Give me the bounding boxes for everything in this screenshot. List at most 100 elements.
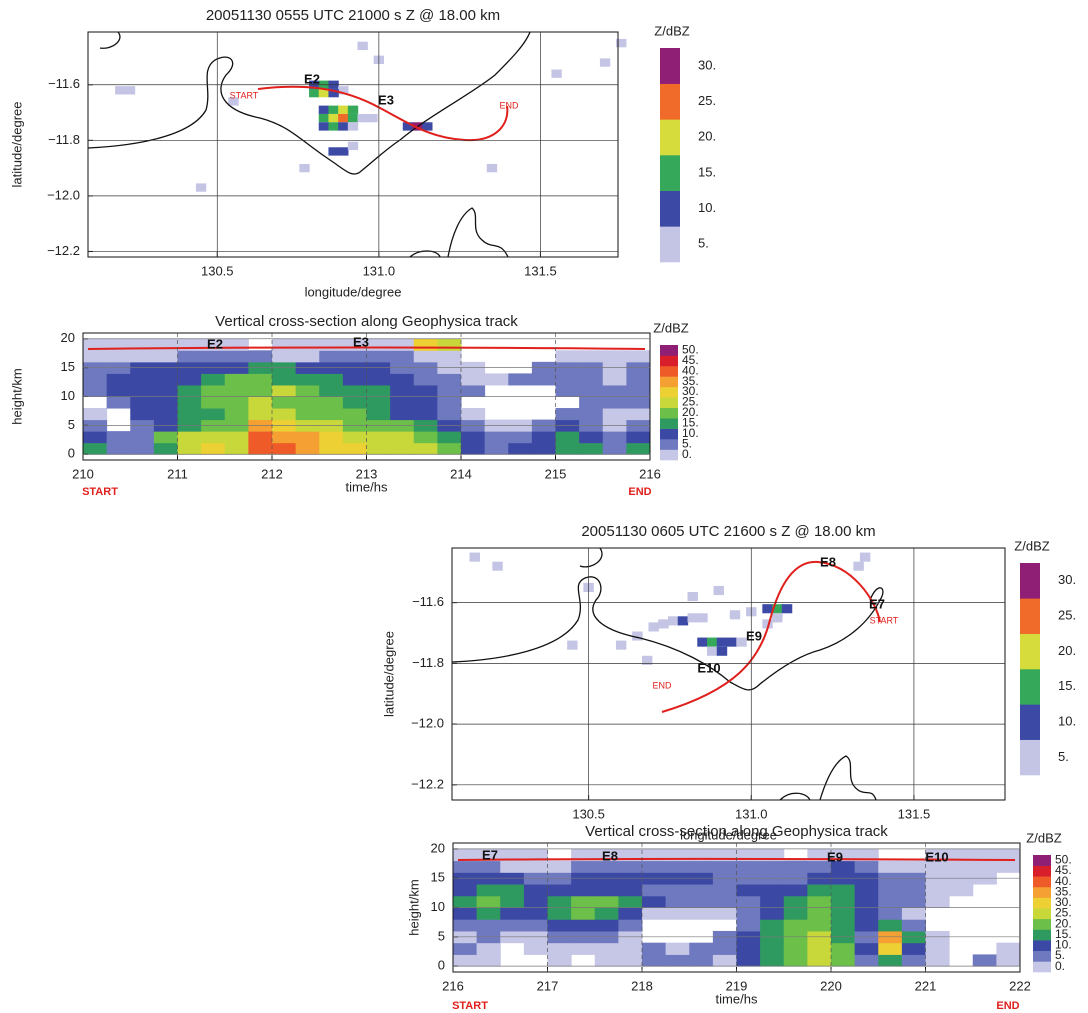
reflectivity-cell <box>153 408 178 421</box>
coastline <box>99 31 121 49</box>
x-tick-label: 210 <box>72 466 94 481</box>
echo-cell <box>726 637 737 647</box>
annotation: START <box>82 486 118 498</box>
reflectivity-cell <box>476 860 501 873</box>
x-tick-label: 131.5 <box>898 806 931 821</box>
annotation: E9 <box>827 849 843 864</box>
reflectivity-cell <box>272 338 297 351</box>
reflectivity-cell <box>689 954 714 967</box>
reflectivity-cell <box>626 350 651 363</box>
echo-cell <box>338 147 349 156</box>
reflectivity-cell <box>531 442 556 455</box>
echo-cell <box>707 646 718 656</box>
reflectivity-cell <box>295 350 320 363</box>
echo-cell <box>687 592 698 602</box>
echo-cell <box>318 88 330 98</box>
reflectivity-cell <box>508 442 533 455</box>
reflectivity-cell <box>83 442 108 455</box>
reflectivity-cell <box>153 431 178 444</box>
reflectivity-cell <box>508 373 533 386</box>
echo-cell <box>347 105 359 114</box>
reflectivity-cell <box>83 408 108 421</box>
colorbar-tick-label: 0. <box>1055 959 1065 973</box>
reflectivity-cell <box>130 442 155 455</box>
x-tick-label: 131.0 <box>363 263 396 278</box>
colorbar-segment <box>1033 940 1051 952</box>
annotation: E3 <box>353 334 369 349</box>
reflectivity-cell <box>712 895 737 908</box>
reflectivity-cell <box>760 919 785 932</box>
reflectivity-cell <box>579 384 604 397</box>
reflectivity-cell <box>626 373 651 386</box>
reflectivity-cell <box>177 442 202 455</box>
reflectivity-cell <box>437 373 462 386</box>
reflectivity-cell <box>272 442 297 455</box>
reflectivity-cell <box>413 408 438 421</box>
reflectivity-cell <box>665 942 690 955</box>
colorbar-tick-label: 20. <box>1058 643 1076 658</box>
colorbar-segment <box>660 355 678 367</box>
reflectivity-cell <box>760 954 785 967</box>
reflectivity-cell <box>476 907 501 920</box>
reflectivity-cell <box>925 942 950 955</box>
echo-cell <box>299 163 310 173</box>
echo-cell <box>716 646 728 656</box>
echo-cell <box>781 604 793 614</box>
reflectivity-cell <box>248 373 273 386</box>
colorbar-tick-label: 15. <box>698 164 716 179</box>
echo-cell <box>658 619 669 629</box>
reflectivity-cell <box>476 884 501 897</box>
reflectivity-cell <box>831 942 856 955</box>
colorbar-segment <box>660 365 678 377</box>
y-tick-label: −12.0 <box>411 716 444 731</box>
reflectivity-cell <box>476 895 501 908</box>
reflectivity-cell <box>579 408 604 421</box>
reflectivity-cell <box>571 942 596 955</box>
reflectivity-cell <box>594 919 619 932</box>
echo-cell <box>328 105 339 114</box>
reflectivity-cell <box>106 373 131 386</box>
reflectivity-cell <box>295 384 320 397</box>
reflectivity-cell <box>555 384 580 397</box>
echo-cell <box>347 122 359 131</box>
echo-cell <box>713 585 724 596</box>
reflectivity-cell <box>594 860 619 873</box>
x-axis-label: time/hs <box>346 479 388 494</box>
x-axis-label: longitude/degree <box>680 827 777 842</box>
reflectivity-cell <box>177 384 202 397</box>
echo-cell <box>716 637 728 647</box>
reflectivity-cell <box>642 895 667 908</box>
reflectivity-cell <box>579 442 604 455</box>
reflectivity-cell <box>594 954 619 967</box>
reflectivity-cell <box>579 373 604 386</box>
reflectivity-cell <box>783 895 808 908</box>
reflectivity-cell <box>854 895 879 908</box>
reflectivity-cell <box>831 954 856 967</box>
annotation: E7 <box>482 847 498 862</box>
colorbar-label: Z/dBZ <box>1026 830 1061 845</box>
reflectivity-cell <box>854 942 879 955</box>
echo-cell <box>772 604 783 614</box>
colorbar-tick-label: 25. <box>1055 906 1072 920</box>
coastline <box>87 31 531 175</box>
reflectivity-cell <box>996 848 1021 862</box>
colorbar-segment <box>660 407 678 419</box>
reflectivity-cell <box>901 942 926 955</box>
reflectivity-cell <box>571 895 596 908</box>
colorbar-segment <box>660 428 678 440</box>
y-tick-label: 15 <box>431 870 445 885</box>
reflectivity-cell <box>413 338 438 351</box>
reflectivity-cell <box>390 338 415 351</box>
reflectivity-cell <box>83 350 108 363</box>
reflectivity-cell <box>106 431 131 444</box>
echo-cell <box>599 58 611 67</box>
reflectivity-cell <box>366 431 391 444</box>
reflectivity-cell <box>736 907 761 920</box>
reflectivity-cell <box>153 350 178 363</box>
reflectivity-cell <box>413 396 438 409</box>
reflectivity-cell <box>153 373 178 386</box>
reflectivity-cell <box>602 384 627 397</box>
colorbar-segment <box>1033 876 1051 888</box>
reflectivity-cell <box>342 408 367 421</box>
reflectivity-cell <box>949 848 974 862</box>
